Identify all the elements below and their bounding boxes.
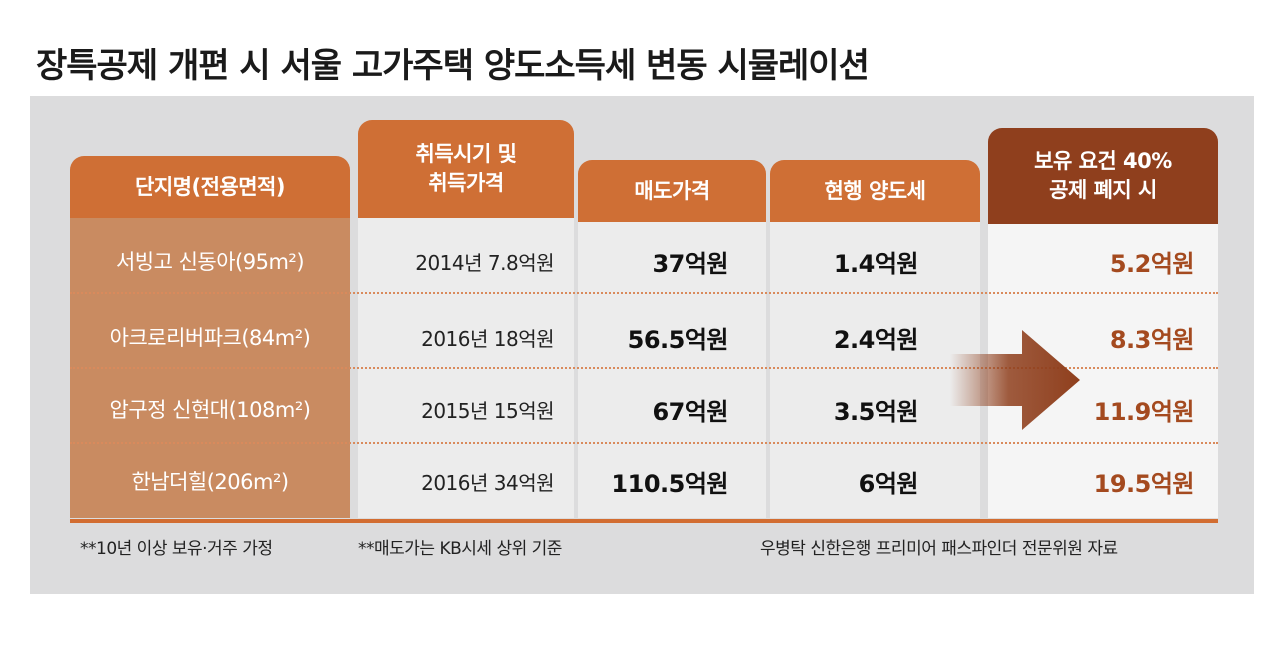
row4-acquisition: 2016년 34억원 <box>421 470 554 495</box>
header-sale-price: 매도가격 <box>578 160 766 222</box>
page-title: 장특공제 개편 시 서울 고가주택 양도소득세 변동 시뮬레이션 <box>36 46 870 86</box>
row3-name: 압구정 신현대(108m²) <box>109 398 311 422</box>
row3-acquisition: 2015년 15억원 <box>421 398 554 423</box>
row2-abolished-tax: 8.3억원 <box>1109 325 1195 354</box>
footnote-price-basis: **매도가는 KB시세 상위 기준 <box>358 539 562 559</box>
row1-name: 서빙고 신동아(95m²) <box>115 250 305 274</box>
header-acquisition-line1: 취득시기 및 <box>415 142 517 166</box>
row2-acquisition: 2016년 18억원 <box>421 326 554 351</box>
row4-current-tax: 6억원 <box>858 469 919 498</box>
row4-sale-price: 110.5억원 <box>611 469 728 498</box>
header-current-tax: 현행 양도세 <box>770 160 980 222</box>
header-abolished-line1: 보유 요건 40% <box>1034 149 1172 173</box>
header-sale-price-label: 매도가격 <box>634 178 710 203</box>
row2-sale-price: 56.5억원 <box>627 325 729 354</box>
right-arrow-icon <box>950 330 1080 430</box>
header-acquisition: 취득시기 및 취득가격 <box>358 120 574 218</box>
row2-current-tax: 2.4억원 <box>833 325 919 354</box>
row2-name: 아크로리버파크(84m²) <box>109 326 311 350</box>
header-name: 단지명(전용면적) <box>70 156 350 218</box>
row1-current-tax: 1.4억원 <box>833 249 919 278</box>
header-abolished-tax: 보유 요건 40% 공제 폐지 시 <box>988 128 1218 224</box>
source-credit: 우병탁 신한은행 프리미어 패스파인더 전문위원 자료 <box>760 539 1118 559</box>
header-current-tax-label: 현행 양도세 <box>824 178 926 203</box>
row-separator <box>70 367 1218 369</box>
row1-acquisition: 2014년 7.8억원 <box>415 250 554 275</box>
row3-abolished-tax: 11.9억원 <box>1093 397 1195 426</box>
row3-sale-price: 67억원 <box>652 397 728 426</box>
row4-abolished-tax: 19.5억원 <box>1093 469 1195 498</box>
row4-name: 한남더힐(206m²) <box>131 470 289 494</box>
header-acquisition-line2: 취득가격 <box>428 171 504 195</box>
row1-abolished-tax: 5.2억원 <box>1109 249 1195 278</box>
footnote-holding: **10년 이상 보유·거주 가정 <box>80 539 273 559</box>
row-separator <box>70 292 1218 294</box>
header-abolished-line2: 공제 폐지 시 <box>1049 178 1157 202</box>
header-name-label: 단지명(전용면적) <box>135 174 285 199</box>
row1-sale-price: 37억원 <box>652 249 728 278</box>
bottom-rule <box>70 519 1218 523</box>
row-separator <box>70 442 1218 444</box>
row3-current-tax: 3.5억원 <box>833 397 919 426</box>
